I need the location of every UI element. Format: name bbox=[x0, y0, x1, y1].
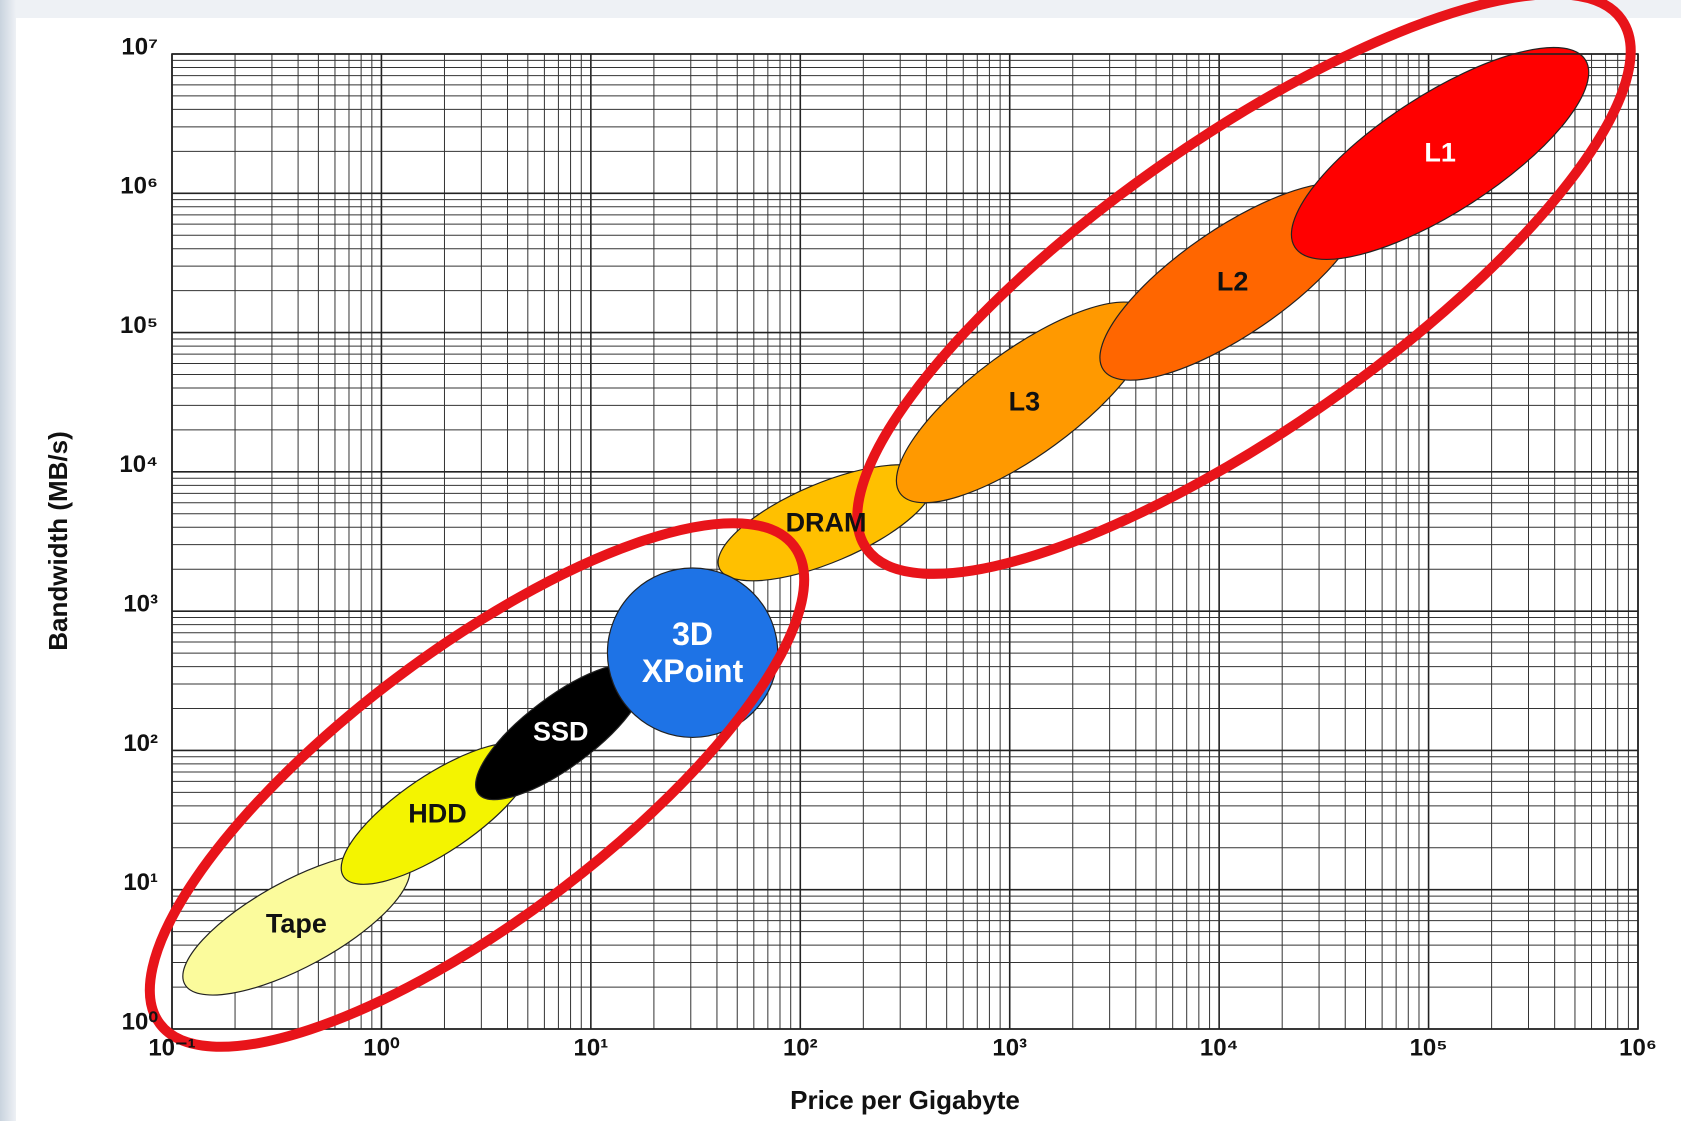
tier-label: L2 bbox=[1217, 266, 1249, 297]
tier-label: L1 bbox=[1424, 138, 1456, 169]
x-axis-label: Price per Gigabyte bbox=[790, 1085, 1020, 1115]
y-tick-label: 10⁷ bbox=[121, 33, 158, 60]
y-tick-label: 10² bbox=[123, 730, 158, 757]
x-tick-label: 10⁰ bbox=[363, 1034, 400, 1061]
y-tick-label: 10⁴ bbox=[119, 451, 158, 478]
x-tick-label: 10⁵ bbox=[1410, 1034, 1448, 1061]
tier-label: SSD bbox=[533, 716, 589, 747]
x-tick-label: 10¹ bbox=[574, 1034, 609, 1061]
x-tick-label: 10⁻¹ bbox=[148, 1034, 195, 1061]
tier-label: DRAM bbox=[786, 507, 867, 538]
x-tick-label: 10² bbox=[783, 1034, 818, 1061]
page: {"chart_data": { "type": "ellipse", "xla… bbox=[0, 0, 1681, 1121]
tier-label: 3D XPoint bbox=[637, 616, 748, 690]
y-tick-label: 10⁵ bbox=[120, 312, 158, 339]
x-tick-label: 10³ bbox=[992, 1034, 1027, 1061]
y-tick-label: 10⁰ bbox=[122, 1008, 159, 1035]
x-tick-label: 10⁴ bbox=[1200, 1034, 1239, 1061]
y-tick-label: 10¹ bbox=[123, 869, 158, 896]
tier-label: L3 bbox=[1009, 387, 1041, 418]
side-shade bbox=[0, 0, 16, 1121]
y-tick-label: 10³ bbox=[123, 590, 158, 617]
tier-label: HDD bbox=[408, 798, 467, 829]
x-tick-label: 10⁶ bbox=[1619, 1034, 1657, 1061]
y-tick-label: 10⁶ bbox=[120, 173, 158, 200]
y-axis-label: Bandwidth (MB/s) bbox=[43, 431, 73, 651]
tier-label: Tape bbox=[266, 908, 327, 939]
